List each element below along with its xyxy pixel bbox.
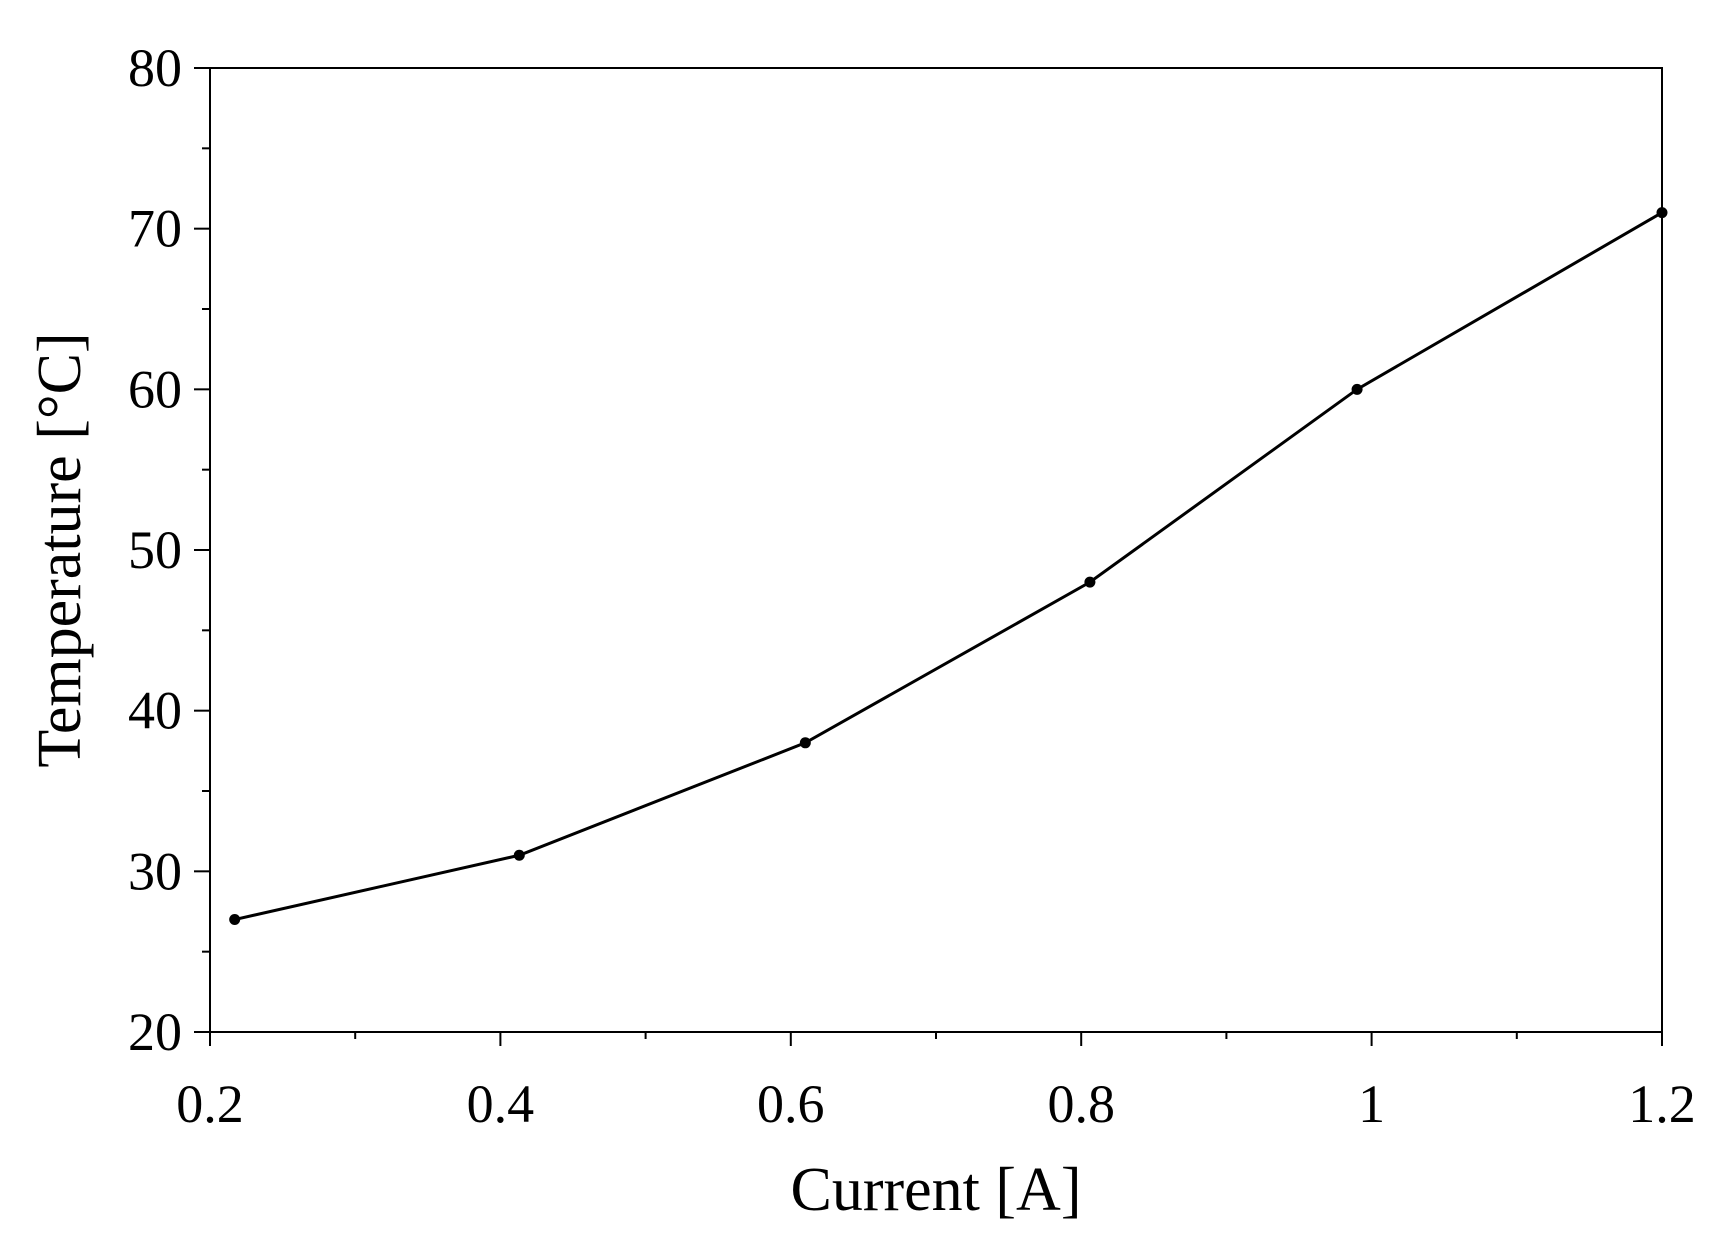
y-tick-label: 40 — [128, 681, 182, 741]
y-axis-title: Temperature [°C] — [26, 332, 94, 767]
y-tick-label: 60 — [128, 359, 182, 419]
y-tick-label: 50 — [128, 520, 182, 580]
y-tick-label: 30 — [128, 841, 182, 901]
y-tick-label: 20 — [128, 1002, 182, 1062]
x-axis-title: Current [A] — [791, 1156, 1082, 1224]
y-tick-label: 80 — [128, 38, 182, 98]
data-point — [1656, 207, 1668, 219]
plot-frame — [209, 67, 1663, 1033]
data-point — [799, 737, 811, 749]
y-axis-tick-labels: 20 30 40 50 60 70 80 — [128, 38, 182, 1062]
x-tick-label: 1 — [1358, 1074, 1385, 1134]
series-line — [234, 211, 1663, 921]
x-axis-ticks — [209, 1032, 1663, 1046]
y-axis-ticks — [194, 67, 210, 1033]
x-tick-label: 0.6 — [757, 1074, 825, 1134]
x-tick-label: 1.2 — [1628, 1074, 1696, 1134]
data-point — [513, 849, 525, 861]
data-point — [1084, 576, 1096, 588]
data-point — [1351, 383, 1363, 395]
x-tick-label: 0.2 — [176, 1074, 244, 1134]
x-tick-label: 0.8 — [1047, 1074, 1115, 1134]
data-point — [229, 914, 241, 926]
x-tick-label: 0.4 — [467, 1074, 535, 1134]
y-tick-label: 70 — [128, 199, 182, 259]
x-axis-tick-labels: 0.2 0.4 0.6 0.8 1 1.2 — [176, 1074, 1696, 1134]
series-layer — [229, 207, 1668, 926]
